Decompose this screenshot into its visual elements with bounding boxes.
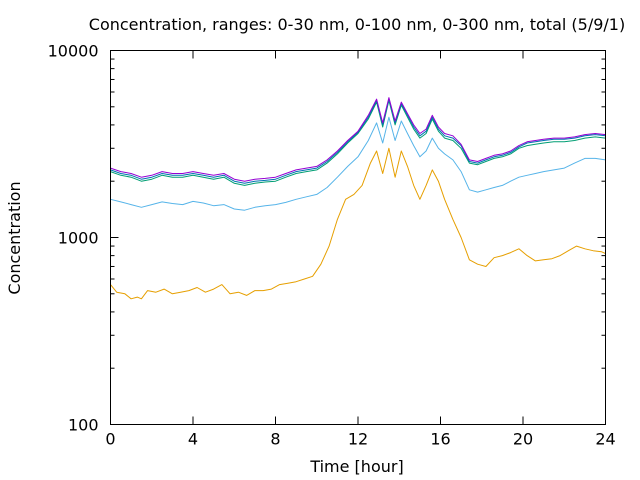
x-axis-label: Time [hour] [309,457,403,476]
series-line-1 [110,147,606,300]
x-tick-label: 4 [188,430,198,449]
x-tick-label: 0 [105,430,115,449]
series-line-5 [110,97,606,182]
series-layer [110,97,606,300]
x-tick-label: 8 [270,430,280,449]
y-tick-label: 10000 [48,42,99,61]
tick-layer: 0 4 8 12 16 20 24 100 1000 10000 [48,42,616,449]
series-line-2 [110,116,606,211]
y-axis-label: Concentration [5,181,24,294]
x-tick-label: 24 [595,430,615,449]
chart-title: Concentration, ranges: 0-30 nm, 0-100 nm… [89,15,625,34]
x-tick-label: 20 [513,430,533,449]
y-tick-label: 100 [68,416,99,435]
x-tick-label: 16 [430,430,450,449]
y-tick-label: 1000 [58,229,99,248]
x-tick-label: 12 [348,430,368,449]
plot-frame [110,50,606,425]
